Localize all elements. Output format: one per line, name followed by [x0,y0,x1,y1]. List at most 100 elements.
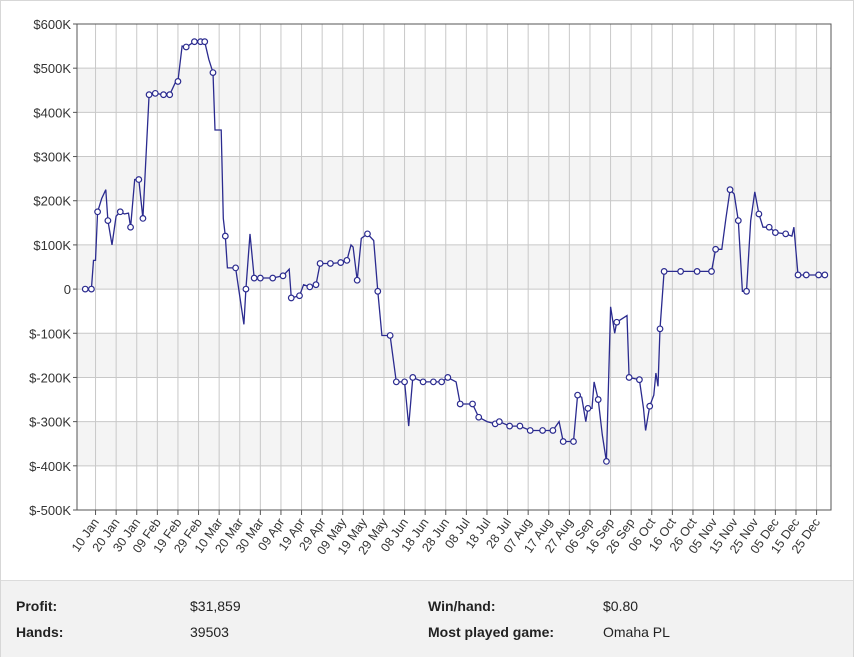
plot-border [76,23,832,511]
data-point [765,223,773,231]
data-point [401,378,408,386]
data-point [429,378,437,386]
data-point [145,91,153,99]
data-point [636,376,643,384]
data-point [104,217,112,225]
data-point [326,260,334,267]
data-point [409,374,417,381]
plot-band [77,156,831,201]
y-tick-label: $-500K [29,503,71,518]
plot-band [77,244,831,290]
data-point [182,43,190,51]
data-point [160,91,167,99]
data-point [316,260,324,267]
data-point [81,285,89,293]
y-tick-label: $600K [33,17,71,32]
plot-band [77,289,831,334]
profit-label: Profit: [16,598,58,614]
data-point [708,268,715,275]
data-point [755,210,763,218]
data-point [337,259,345,266]
data-point [221,232,229,240]
y-tick-label: $-400K [29,459,71,474]
data-point [364,230,371,238]
data-point [287,294,295,302]
y-tick-label: 0 [64,282,71,297]
data-point [232,264,240,272]
profit-value: $31,859 [190,598,241,614]
data-point [734,217,742,225]
plot-band [77,68,831,113]
data-point [209,69,217,76]
y-axis-ticks: $600K $500K $400K $300K $200K $100K 0 $-100K $-2… [29,17,71,518]
data-point [646,402,654,410]
data-point [506,422,514,430]
data-point [386,332,394,339]
y-tick-label: $300K [33,150,71,165]
data-point [174,78,182,85]
data-point [574,391,582,399]
hands-value: 39503 [190,624,229,640]
y-tick-label: $400K [33,105,71,120]
y-tick-label: $-100K [29,326,71,341]
plot-band [77,333,831,378]
plot-bands [77,24,831,510]
data-point [444,374,452,381]
data-point [712,245,720,253]
data-point [613,318,621,326]
y-tick-label: $200K [33,194,71,209]
data-point [794,271,802,279]
plot-band [77,24,831,69]
data-point [743,287,750,295]
data-point [343,256,351,264]
y-tick-label: $-300K [29,415,71,430]
most-played-game-value: Omaha PL [603,624,670,640]
data-point [603,458,610,465]
data-point [242,285,250,293]
plot-band [77,421,831,466]
y-tick-label: $-200K [29,370,71,385]
data-point [526,427,534,434]
win-per-hand-value: $0.80 [603,598,639,614]
data-point [549,427,557,434]
data-point [94,208,102,216]
y-tick-label: $500K [33,61,71,76]
grid-lines [73,23,831,515]
data-point [516,422,524,430]
data-point [269,274,277,282]
data-point [139,214,147,222]
data-point [296,292,303,300]
data-point [456,400,464,408]
data-point [419,378,427,386]
data-point [353,276,361,284]
y-tick-label: $100K [33,238,71,253]
data-point [771,229,779,236]
data-point [151,89,159,97]
data-point [279,272,287,280]
data-point [88,285,95,293]
data-point [693,268,701,275]
data-point [392,378,400,386]
data-point [135,176,143,183]
data-point [201,38,209,46]
data-point [656,325,664,333]
data-point [625,374,633,381]
data-point [475,413,483,421]
data-point [250,274,258,282]
data-point [802,271,810,279]
data-point [116,208,124,216]
data-point [438,378,446,386]
data-point [782,230,790,238]
stats-panel: Profit: $31,859 Hands: 39503 Win/hand: $… [1,580,853,657]
data-point [256,274,264,282]
data-point [469,400,476,408]
plot-band [77,112,831,157]
plot-band [77,377,831,422]
data-point [815,271,823,279]
most-played-game-label: Most played game: [428,624,555,640]
data-point [374,287,382,295]
data-point [166,91,174,99]
data-point [570,438,577,445]
